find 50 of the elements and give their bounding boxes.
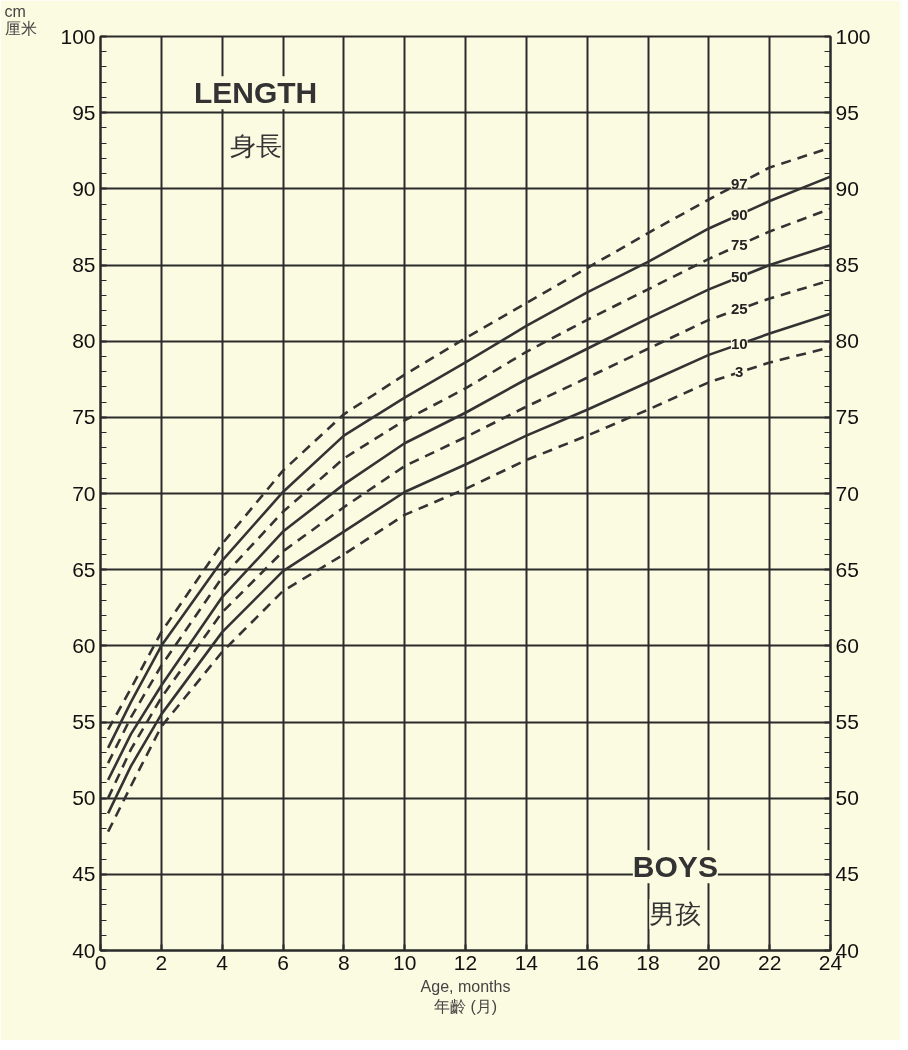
annotation: LENGTH — [193, 76, 318, 110]
y-tick-label: 45 — [72, 862, 96, 886]
y2-tick-label: 80 — [835, 329, 859, 353]
y-tick-label: 90 — [72, 176, 96, 200]
series-label: 97 — [730, 174, 748, 192]
y-tick-label: 100 — [60, 24, 96, 48]
x-tick-label: 8 — [337, 950, 350, 974]
annotation: 男孩 — [649, 898, 702, 929]
x-tick-label: 2 — [155, 950, 168, 974]
y2-tick-label: 100 — [835, 24, 871, 48]
x-axis-title: Age, months 年齡 (月) — [420, 977, 511, 1015]
y-tick-label: 70 — [72, 481, 96, 505]
x-tick-label: 18 — [636, 950, 660, 974]
x-tick-label: 0 — [94, 950, 107, 974]
y-axis-title: cm 厘米 — [4, 2, 37, 37]
y-tick-label: 80 — [72, 329, 96, 353]
annotation: 身長 — [229, 131, 282, 162]
y2-tick-label: 50 — [835, 786, 859, 810]
series-label: 25 — [730, 300, 748, 318]
y-tick-label: 95 — [72, 100, 96, 124]
y-tick-label: 75 — [72, 405, 96, 429]
series-label: 10 — [730, 335, 748, 353]
y2-tick-label: 60 — [835, 633, 859, 657]
x-tick-label: 6 — [277, 950, 289, 974]
x-tick-label: 10 — [392, 950, 417, 974]
x-tick-label: 20 — [697, 950, 721, 974]
x-tick-label: 4 — [216, 950, 229, 974]
series-label: 90 — [730, 205, 748, 223]
y-tick-label: 85 — [72, 253, 96, 276]
y2-tick-label: 85 — [835, 253, 859, 276]
y2-tick-label: 45 — [835, 862, 859, 886]
y-tick-label: 55 — [72, 710, 96, 733]
series-label: 75 — [730, 236, 748, 254]
y2-tick-label: 75 — [835, 405, 859, 429]
x-tick-label: 14 — [514, 950, 539, 974]
y-tick-label: 40 — [72, 938, 96, 962]
y2-tick-label: 65 — [835, 557, 859, 581]
x-tick-label: 22 — [757, 950, 782, 974]
y2-tick-label: 90 — [835, 176, 859, 200]
y2-tick-label: 95 — [835, 100, 859, 124]
y-tick-label: 60 — [72, 633, 96, 657]
y-tick-label: 65 — [72, 557, 96, 581]
x-tick-label: 16 — [575, 950, 599, 974]
annotation: BOYS — [632, 850, 718, 884]
y-tick-label: 50 — [72, 786, 96, 810]
series-label: 3 — [735, 363, 744, 381]
series-label: 50 — [730, 268, 748, 286]
x-tick-label: 12 — [453, 950, 478, 974]
y2-tick-label: 70 — [835, 481, 859, 505]
y2-tick-label: 55 — [835, 710, 859, 733]
